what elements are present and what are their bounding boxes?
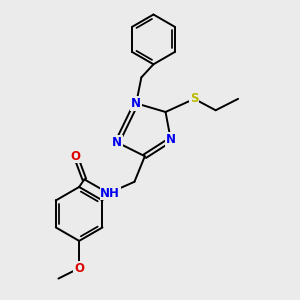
Text: S: S bbox=[190, 92, 199, 105]
Text: O: O bbox=[74, 262, 84, 275]
Text: N: N bbox=[131, 97, 141, 110]
Text: NH: NH bbox=[100, 187, 120, 200]
Text: N: N bbox=[112, 136, 122, 149]
Text: O: O bbox=[71, 150, 81, 163]
Text: N: N bbox=[166, 133, 176, 146]
